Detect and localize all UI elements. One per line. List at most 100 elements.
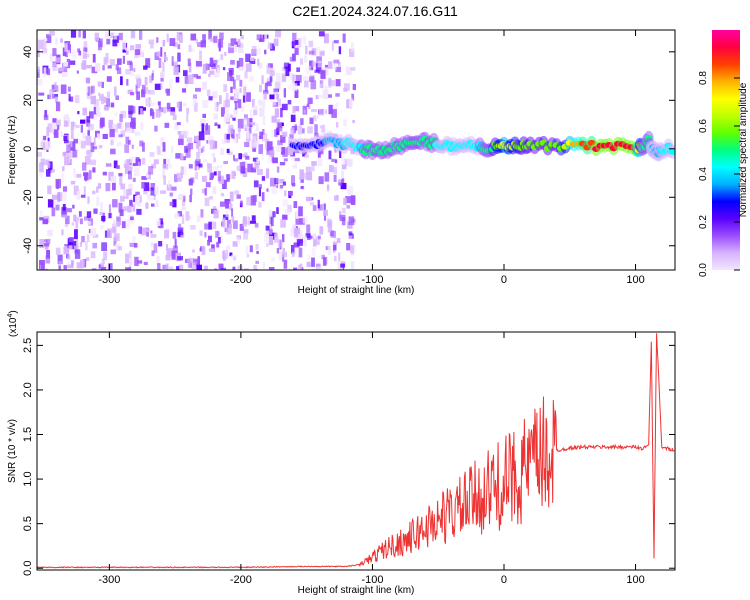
spectrogram-cell — [255, 260, 259, 264]
spectrogram-cell — [144, 76, 148, 86]
spectrogram-cell — [44, 38, 48, 42]
spectrogram-cell — [103, 57, 108, 65]
spectrogram-cell — [341, 207, 346, 214]
spectrogram-cell — [308, 50, 315, 55]
spectrogram-cell — [195, 60, 202, 67]
spectrogram-cell — [150, 241, 153, 248]
spectrogram-cell — [309, 117, 314, 125]
spectrogram-cell — [192, 98, 196, 106]
spectrogram-cell — [215, 106, 219, 112]
spectrogram-cell — [70, 131, 74, 140]
spectrogram-cell — [171, 145, 174, 153]
spectrogram-cell — [290, 41, 294, 46]
spectrogram-cell — [288, 194, 292, 199]
spectrogram-cell — [249, 245, 253, 253]
spectrogram-cell — [150, 234, 157, 238]
spectrogram-cell — [234, 101, 237, 110]
snr-line — [37, 333, 675, 569]
spectrogram-cell — [209, 70, 215, 75]
spectrogram-cell — [237, 43, 244, 49]
spectrogram-cell — [177, 131, 182, 135]
spectrogram-cell — [196, 75, 201, 79]
spectrogram-cell — [120, 124, 124, 132]
spectrogram-cell — [137, 161, 141, 167]
spectrogram-cell — [290, 228, 296, 237]
spectrogram-cell — [283, 68, 287, 76]
colorbar-tick-label: 0.6 — [698, 119, 709, 133]
spectrogram-cell — [211, 244, 215, 252]
spectrogram-cell — [176, 32, 180, 41]
spectrogram-cell — [269, 70, 275, 76]
spectrogram-cell — [259, 84, 262, 93]
y-tick-label: -40 — [22, 238, 34, 254]
spectrogram-cell — [200, 40, 206, 48]
y-tick-label: 0.0 — [22, 561, 34, 576]
spectrogram-cell — [101, 267, 107, 270]
spectrogram-cell — [92, 167, 96, 173]
spectrogram-cell — [255, 123, 259, 132]
spectrogram-cell — [204, 63, 209, 71]
spectrogram-cell — [336, 238, 341, 243]
spectrogram-cell — [131, 144, 134, 149]
spectrogram-cell — [228, 68, 234, 72]
spectrogram-cell — [67, 238, 73, 248]
spectrogram-cell — [241, 105, 245, 112]
spectrogram-cell — [277, 98, 281, 107]
spectrogram-cell — [196, 139, 201, 149]
spectrogram-cell — [130, 121, 136, 129]
spectrogram-cell — [178, 138, 184, 146]
spectrogram-cell — [292, 32, 297, 42]
y-tick-label: -20 — [22, 189, 34, 205]
spectrogram-cell — [39, 217, 44, 221]
snr-y-exponent-prefix: (x10 — [8, 317, 19, 337]
spectrogram-cell — [61, 172, 64, 183]
spectrogram-cell — [220, 267, 226, 270]
spectrogram-cell — [222, 217, 226, 228]
spectrogram-cell — [181, 197, 186, 207]
spectrogram-cell — [55, 204, 60, 211]
spectrogram-cell — [283, 62, 290, 69]
spectrogram-cell — [244, 268, 249, 270]
spectrogram-cell — [192, 249, 195, 253]
spectrogram-cell — [64, 114, 69, 121]
spectrogram-cell — [294, 157, 300, 162]
spectrogram-cell — [261, 192, 265, 202]
spectrogram-cell — [190, 188, 193, 196]
spectrogram-cell — [223, 84, 228, 92]
spectrogram-cell — [145, 202, 149, 209]
spectrogram-cell — [333, 237, 337, 243]
spectrogram-cell — [86, 86, 89, 93]
spectrogram-cell — [209, 140, 215, 150]
spectrogram-cell — [228, 43, 231, 48]
spectrogram-cell — [108, 204, 111, 212]
spectrogram-cell — [227, 72, 232, 81]
spectrogram-cell — [276, 122, 283, 132]
spectrogram-cell — [305, 166, 312, 175]
spectrogram-cell — [92, 242, 98, 249]
spectrogram-cell — [81, 236, 85, 243]
spectrogram-cell — [106, 38, 111, 45]
spectrogram-cell — [302, 76, 308, 82]
spectrogram-cell — [52, 63, 56, 67]
spectrogram-cell — [130, 216, 134, 221]
spectrogram-cell — [245, 245, 249, 255]
spectrogram-cell — [261, 133, 268, 142]
spectrogram-cell — [52, 48, 57, 57]
y-tick-label: 20 — [22, 94, 34, 106]
spectrogram-cell — [82, 107, 88, 116]
spectrogram-cell — [283, 158, 288, 162]
spectrogram-cell — [250, 195, 256, 206]
spectrogram-cell — [92, 190, 96, 195]
spectrogram-cell — [305, 233, 311, 239]
spectrogram-cell — [113, 160, 118, 169]
spectrogram-cell — [156, 145, 161, 155]
spectrogram-cell — [281, 74, 287, 83]
spectrogram-cell — [226, 227, 232, 235]
spectrogram-cell — [213, 209, 219, 219]
spectrogram-cell — [262, 129, 265, 135]
spectrogram-cell — [83, 172, 89, 177]
spectrogram-cell — [106, 98, 110, 108]
spectrogram-cell — [244, 152, 248, 158]
spectrogram-cell — [151, 197, 155, 201]
spectrogram-cell — [277, 239, 283, 248]
